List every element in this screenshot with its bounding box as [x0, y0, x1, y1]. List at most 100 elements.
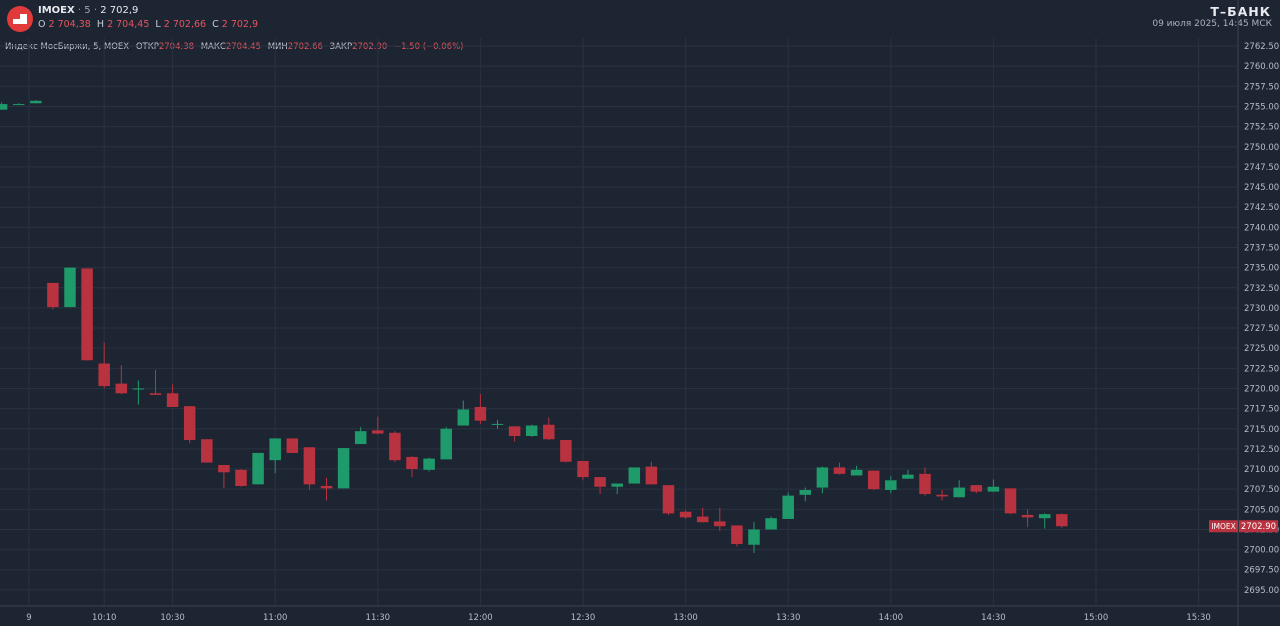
- candle-body: [252, 452, 264, 485]
- candle-body: [389, 432, 401, 461]
- price-tick-label: 2707.50: [1244, 485, 1279, 495]
- ohlc-high-label: H: [96, 19, 105, 30]
- ohlc-low-label: L: [155, 19, 161, 30]
- candle-body: [731, 525, 743, 544]
- price-tick-label: 2762.50: [1244, 42, 1279, 52]
- candle-body: [303, 447, 316, 485]
- candle-body: [970, 485, 983, 492]
- candle-body: [440, 428, 452, 460]
- price-tick-label: 2735.00: [1244, 264, 1279, 274]
- candle: [799, 487, 812, 502]
- time-tick-label: 13:30: [776, 613, 801, 623]
- candle: [833, 462, 846, 475]
- candle-body: [269, 438, 281, 461]
- candle-body: [543, 424, 555, 440]
- last-price-label: IMOEX 2702.90: [1209, 520, 1278, 533]
- candle-body: [372, 430, 384, 434]
- candle: [525, 424, 538, 437]
- candle-body: [457, 409, 470, 426]
- candle-body: [919, 473, 931, 495]
- time-axis[interactable]: 9 10:10 10:30 11:00 11:30 12:00 12:30 13:00 13:3…: [0, 605, 1280, 623]
- time-tick-label: 12:30: [571, 613, 596, 623]
- candle-body: [594, 477, 606, 487]
- legend-close-label: ЗАКР: [329, 42, 353, 52]
- time-tick-label: 11:00: [263, 613, 288, 623]
- candle-body: [577, 460, 589, 478]
- candle-body: [1004, 488, 1017, 514]
- chart-datetime: 09 июля 2025, 14:45 МСК: [1152, 19, 1272, 29]
- candle: [577, 460, 589, 481]
- chart-grid: [0, 38, 1238, 606]
- candle-body: [799, 489, 812, 495]
- last-price-value: 2702.90: [1241, 522, 1276, 532]
- price-tick-label: 2755.00: [1244, 102, 1279, 112]
- candle: [1021, 509, 1034, 528]
- ticker-symbol[interactable]: IMOEX: [38, 5, 75, 16]
- price-tick-label: 2757.50: [1244, 82, 1279, 92]
- candle: [867, 470, 880, 490]
- price-tick-label: 2717.50: [1244, 405, 1279, 415]
- candle-body: [149, 393, 162, 395]
- time-tick-label: 12:00: [468, 613, 493, 623]
- candle-body: [748, 529, 760, 545]
- instrument-logo-icon: [7, 6, 33, 32]
- legend-high-label: МАКС: [200, 42, 226, 52]
- price-tick-label: 2720.00: [1244, 384, 1279, 394]
- candle: [919, 467, 931, 496]
- candle-body: [696, 516, 709, 523]
- candle-body: [218, 465, 230, 473]
- candle: [235, 469, 247, 487]
- candle-body: [1038, 514, 1051, 519]
- candle: [132, 380, 145, 405]
- candle-body: [765, 518, 777, 530]
- candle: [936, 489, 948, 501]
- legend-instrument-name: Индекс МосБиржи, 5, MOEX: [5, 42, 130, 52]
- candle-body: [611, 483, 623, 487]
- ohlc-close-value: 2 702,9: [221, 19, 259, 30]
- candle-body: [0, 104, 8, 110]
- price-tick-label: 2710.00: [1244, 465, 1279, 475]
- ohlc-high-value: 2 704,45: [107, 19, 150, 30]
- last-price-symbol-tag: [1209, 520, 1238, 533]
- candle-body: [628, 467, 641, 484]
- legend-high-value: 2704.45: [225, 42, 261, 52]
- candle: [987, 479, 1000, 492]
- ticker-interval[interactable]: 5: [84, 5, 91, 16]
- candle: [166, 384, 179, 407]
- price-tick-label: 2700.00: [1244, 546, 1279, 556]
- ohlc-line: O 2 704,38 H 2 704,45 L 2 702,66 C 2 702…: [38, 19, 258, 30]
- candle: [1038, 513, 1051, 529]
- candle: [303, 447, 316, 490]
- candle-body: [235, 469, 247, 486]
- candle: [850, 465, 863, 476]
- time-tick-label: 14:30: [981, 613, 1006, 623]
- last-price-value-tag: [1239, 520, 1278, 533]
- price-tick-label: 2732.50: [1244, 284, 1279, 294]
- price-tick-label: 2727.50: [1244, 324, 1279, 334]
- time-tick-label: 10:30: [160, 613, 185, 623]
- candle: [389, 431, 401, 462]
- candle: [440, 427, 452, 460]
- time-tick-label: 13:00: [673, 613, 698, 623]
- legend-low-value: 2702.66: [287, 42, 323, 52]
- time-tick-label: 11:30: [366, 613, 391, 623]
- candle: [765, 516, 777, 530]
- candle: [64, 267, 76, 308]
- ohlc-close-label: C: [212, 19, 219, 30]
- candle-body: [1056, 514, 1068, 527]
- candle: [47, 282, 59, 310]
- time-tick-label: 10:10: [92, 613, 117, 623]
- candle-body: [12, 104, 25, 106]
- candle-body: [508, 426, 521, 437]
- candle: [252, 452, 264, 485]
- candle-body: [987, 486, 1000, 492]
- candle-body: [902, 474, 914, 479]
- candle: [970, 485, 983, 494]
- ticker-last-price: 2 702,9: [100, 5, 139, 16]
- candle: [81, 268, 93, 361]
- flag-icon: [13, 14, 27, 24]
- candle: [149, 369, 162, 395]
- candle: [628, 467, 641, 484]
- candle-body: [30, 100, 42, 104]
